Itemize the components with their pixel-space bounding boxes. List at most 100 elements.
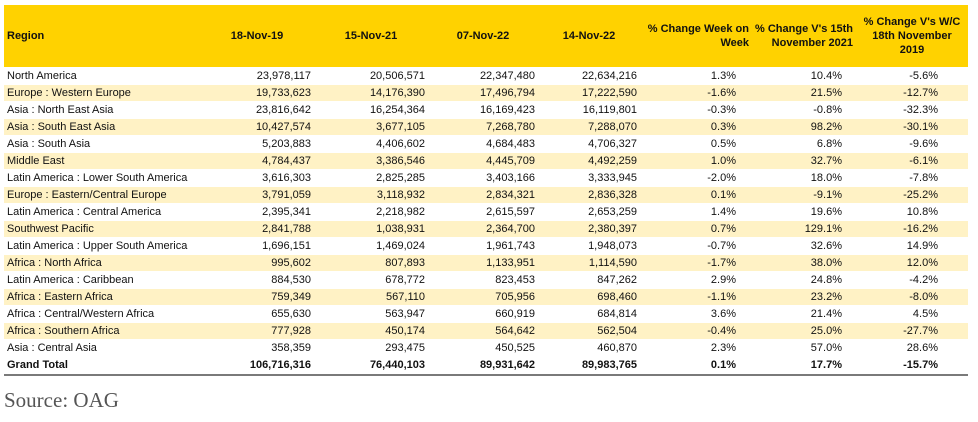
- cell-pct-2019: -6.1%: [856, 152, 968, 170]
- cell-14-nov-22: 684,814: [538, 305, 640, 323]
- cell-18-nov-19: 19,733,623: [200, 84, 314, 102]
- cell-07-nov-22: 1,961,743: [428, 237, 538, 255]
- cell-region: Europe : Western Europe: [4, 84, 200, 102]
- table-row: Africa : Southern Africa 777,928 450,174 56…: [4, 322, 968, 340]
- total-pct-2021: 17.7%: [752, 355, 856, 376]
- cell-07-nov-22: 660,919: [428, 305, 538, 323]
- table-header: Region 18-Nov-19 15-Nov-21 07-Nov-22 14-…: [4, 5, 968, 68]
- table-row: Latin America : Caribbean 884,530 678,772 8…: [4, 271, 968, 289]
- cell-pct-2019: 4.5%: [856, 305, 968, 323]
- table-footer: Grand Total 106,716,316 76,440,103 89,93…: [4, 355, 968, 376]
- cell-pct-2021: 24.8%: [752, 271, 856, 289]
- cell-07-nov-22: 564,642: [428, 322, 538, 340]
- header-region: Region: [4, 5, 200, 68]
- cell-region: Latin America : Caribbean: [4, 271, 200, 289]
- table-row: Asia : South Asia 5,203,883 4,406,602 4,684…: [4, 135, 968, 153]
- cell-pct-2021: 38.0%: [752, 254, 856, 272]
- cell-pct-2019: -8.0%: [856, 288, 968, 306]
- header-pct-2021: % Change V's 15th November 2021: [752, 5, 856, 68]
- cell-pct-week: 1.3%: [640, 67, 752, 85]
- cell-pct-2019: -5.6%: [856, 67, 968, 85]
- cell-15-nov-21: 2,825,285: [314, 169, 428, 187]
- header-pct-2019: % Change V's W/C 18th November 2019: [856, 5, 968, 68]
- cell-pct-2019: 14.9%: [856, 237, 968, 255]
- cell-pct-2019: -9.6%: [856, 135, 968, 153]
- cell-pct-2021: 6.8%: [752, 135, 856, 153]
- cell-pct-2019: -25.2%: [856, 186, 968, 204]
- cell-14-nov-22: 1,114,590: [538, 254, 640, 272]
- capacity-table: Region 18-Nov-19 15-Nov-21 07-Nov-22 14-…: [4, 5, 968, 376]
- cell-pct-2021: 32.7%: [752, 152, 856, 170]
- cell-region: Africa : Eastern Africa: [4, 288, 200, 306]
- cell-18-nov-19: 23,816,642: [200, 101, 314, 119]
- cell-pct-2021: 10.4%: [752, 67, 856, 85]
- cell-pct-week: -1.1%: [640, 288, 752, 306]
- cell-14-nov-22: 7,288,070: [538, 118, 640, 136]
- cell-14-nov-22: 562,504: [538, 322, 640, 340]
- header-row: Region 18-Nov-19 15-Nov-21 07-Nov-22 14-…: [4, 5, 968, 68]
- cell-pct-week: 2.3%: [640, 339, 752, 357]
- cell-pct-2019: 10.8%: [856, 203, 968, 221]
- cell-14-nov-22: 460,870: [538, 339, 640, 357]
- cell-pct-week: 0.1%: [640, 186, 752, 204]
- cell-pct-2021: 18.0%: [752, 169, 856, 187]
- cell-pct-2021: 32.6%: [752, 237, 856, 255]
- table-row: Asia : South East Asia 10,427,574 3,677,10…: [4, 118, 968, 136]
- cell-14-nov-22: 2,380,397: [538, 220, 640, 238]
- cell-pct-2021: 98.2%: [752, 118, 856, 136]
- cell-pct-week: 1.0%: [640, 152, 752, 170]
- cell-15-nov-21: 678,772: [314, 271, 428, 289]
- cell-14-nov-22: 4,706,327: [538, 135, 640, 153]
- cell-region: Asia : Central Asia: [4, 339, 200, 357]
- table-row: Latin America : Upper South America 1,696…: [4, 237, 968, 255]
- cell-pct-2021: -0.8%: [752, 101, 856, 119]
- table-row: Africa : North Africa 995,602 807,893 1,133…: [4, 254, 968, 272]
- cell-15-nov-21: 4,406,602: [314, 135, 428, 153]
- cell-07-nov-22: 4,684,483: [428, 135, 538, 153]
- table-row: Southwest Pacific 2,841,788 1,038,931 2,364…: [4, 220, 968, 238]
- source-caption: Source: OAG: [4, 388, 119, 412]
- cell-18-nov-19: 884,530: [200, 271, 314, 289]
- cell-region: Latin America : Central America: [4, 203, 200, 221]
- table-row: Europe : Western Europe 19,733,623 14,176,…: [4, 84, 968, 102]
- cell-15-nov-21: 20,506,571: [314, 67, 428, 85]
- table-row: Asia : Central Asia 358,359 293,475 450,525…: [4, 339, 968, 357]
- cell-pct-2021: 21.5%: [752, 84, 856, 102]
- cell-pct-week: -0.4%: [640, 322, 752, 340]
- cell-pct-2019: -7.8%: [856, 169, 968, 187]
- cell-pct-2019: -27.7%: [856, 322, 968, 340]
- total-pct-2019: -15.7%: [856, 355, 968, 376]
- table-row: Africa : Eastern Africa 759,349 567,110 705…: [4, 288, 968, 306]
- cell-pct-2019: 12.0%: [856, 254, 968, 272]
- cell-pct-2019: -32.3%: [856, 101, 968, 119]
- cell-pct-week: 0.3%: [640, 118, 752, 136]
- header-15-nov-21: 15-Nov-21: [314, 5, 428, 68]
- cell-pct-2019: 28.6%: [856, 339, 968, 357]
- cell-14-nov-22: 3,333,945: [538, 169, 640, 187]
- cell-pct-week: 0.7%: [640, 220, 752, 238]
- header-pct-week: % Change Week on Week: [640, 5, 752, 68]
- cell-07-nov-22: 450,525: [428, 339, 538, 357]
- cell-15-nov-21: 293,475: [314, 339, 428, 357]
- cell-15-nov-21: 16,254,364: [314, 101, 428, 119]
- cell-region: Asia : South Asia: [4, 135, 200, 153]
- cell-pct-week: -2.0%: [640, 169, 752, 187]
- cell-pct-2021: 21.4%: [752, 305, 856, 323]
- cell-07-nov-22: 1,133,951: [428, 254, 538, 272]
- cell-pct-week: 2.9%: [640, 271, 752, 289]
- cell-region: Africa : Southern Africa: [4, 322, 200, 340]
- cell-14-nov-22: 2,836,328: [538, 186, 640, 204]
- cell-15-nov-21: 2,218,982: [314, 203, 428, 221]
- cell-15-nov-21: 1,469,024: [314, 237, 428, 255]
- cell-14-nov-22: 2,653,259: [538, 203, 640, 221]
- total-15-nov-21: 76,440,103: [314, 355, 428, 376]
- cell-region: Southwest Pacific: [4, 220, 200, 238]
- table-row: Latin America : Central America 2,395,341…: [4, 203, 968, 221]
- cell-region: Asia : North East Asia: [4, 101, 200, 119]
- cell-14-nov-22: 22,634,216: [538, 67, 640, 85]
- cell-18-nov-19: 10,427,574: [200, 118, 314, 136]
- cell-18-nov-19: 3,791,059: [200, 186, 314, 204]
- cell-15-nov-21: 3,118,932: [314, 186, 428, 204]
- cell-07-nov-22: 2,834,321: [428, 186, 538, 204]
- cell-18-nov-19: 4,784,437: [200, 152, 314, 170]
